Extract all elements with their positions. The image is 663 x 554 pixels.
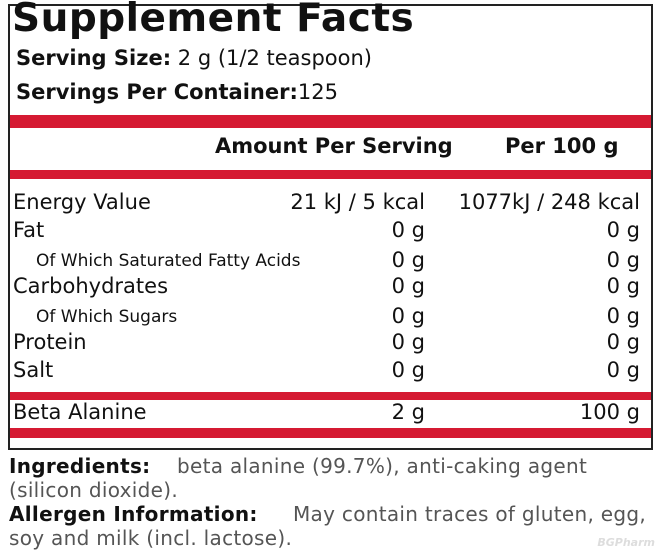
servings: Servings Per Container:125 — [16, 80, 338, 104]
label: Serving Size: — [16, 46, 172, 70]
serving-size: Serving Size: 2 g (1/2 teaspoon) — [16, 46, 372, 70]
value: 2 g (1/2 teaspoon) — [177, 46, 372, 70]
title: Supplement Facts — [12, 0, 415, 41]
divider — [10, 392, 651, 400]
amount-per-serving: 21 kJ / 5 kcal — [290, 190, 425, 214]
amount-per-serving: 0 g — [391, 330, 425, 354]
amount-per-serving: 2 g — [391, 400, 425, 424]
amount-per-serving: 0 g — [391, 304, 425, 328]
allergen: Allergen Information: — [9, 502, 258, 526]
nutrient-name: Energy Value — [13, 190, 151, 214]
divider — [10, 428, 651, 438]
label: Allergen Information: — [9, 502, 258, 526]
amount-per-100g: 1077kJ / 248 kcal — [458, 190, 640, 214]
amount-per-serving: 0 g — [391, 274, 425, 298]
nutrient-name: Carbohydrates — [13, 274, 169, 298]
divider — [10, 170, 651, 179]
allergen-text: May contain traces of gluten, egg, soy a… — [9, 502, 647, 550]
label: Ingredients: — [9, 454, 151, 478]
nutrient-name: Of Which Sugars — [36, 307, 178, 327]
amount-per-serving: 0 g — [391, 248, 425, 272]
divider — [10, 115, 651, 128]
ingredients-text: beta alanine (99.7%), anti-caking agent … — [9, 454, 588, 502]
amount-per-100g: 0 g — [606, 248, 640, 272]
column-header: Amount Per Serving — [215, 134, 453, 158]
watermark: BGPharm — [597, 536, 655, 549]
amount-per-100g: 0 g — [606, 330, 640, 354]
ingredients: Ingredients: — [9, 454, 150, 478]
nutrient-name: Beta Alanine — [13, 400, 147, 424]
amount-per-100g: 0 g — [606, 358, 640, 382]
nutrient-name: Of Which Saturated Fatty Acids — [36, 251, 301, 271]
amount-per-serving: 0 g — [391, 218, 425, 242]
nutrient-name: Salt — [13, 358, 54, 382]
value: 125 — [297, 80, 338, 104]
nutrient-name: Protein — [13, 330, 87, 354]
column-header: Per 100 g — [505, 134, 619, 158]
amount-per-100g: 0 g — [606, 218, 640, 242]
nutrient-name: Fat — [13, 218, 45, 242]
amount-per-serving: 0 g — [391, 358, 425, 382]
amount-per-100g: 0 g — [606, 274, 640, 298]
amount-per-100g: 100 g — [579, 400, 640, 424]
label: Servings Per Container: — [16, 80, 298, 104]
amount-per-100g: 0 g — [606, 304, 640, 328]
facts-box — [8, 4, 653, 450]
